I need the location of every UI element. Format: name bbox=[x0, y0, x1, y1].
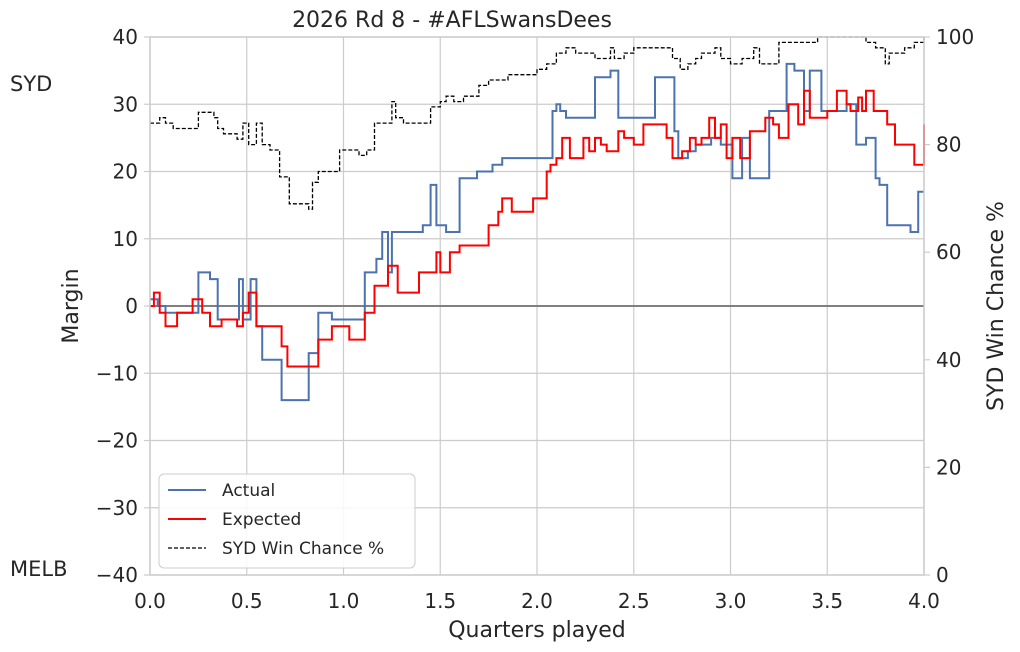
legend: Actual Expected SYD Win Chance % bbox=[158, 473, 416, 569]
x-tick-labels: 0.0 0.5 1.0 1.5 2.0 2.5 3.0 3.5 4.0 bbox=[134, 589, 940, 613]
right-y-tick-label: 100 bbox=[936, 25, 974, 49]
y-tick-label: 0 bbox=[125, 294, 138, 318]
x-tick-label: 0.0 bbox=[134, 589, 166, 613]
right-y-tick-label: 60 bbox=[936, 240, 961, 264]
right-y-axis-label: SYD Win Chance % bbox=[984, 201, 1009, 411]
y-tick-label: −20 bbox=[96, 429, 138, 453]
series-line-syd-win-chance bbox=[150, 36, 925, 210]
series-layer bbox=[150, 36, 925, 402]
right-y-tick-label: 20 bbox=[936, 455, 961, 479]
right-y-tick-label: 40 bbox=[936, 348, 961, 372]
legend-label-expected: Expected bbox=[222, 510, 301, 530]
chart-title: 2026 Rd 8 - #AFLSwansDees bbox=[292, 8, 612, 33]
y-tick-label: 20 bbox=[113, 160, 138, 184]
x-tick-label: 1.5 bbox=[424, 589, 456, 613]
y-tick-label: −40 bbox=[96, 563, 138, 587]
y-tick-label: 40 bbox=[113, 25, 138, 49]
plot-frame bbox=[149, 36, 925, 576]
bottom-team-label: MELB bbox=[10, 557, 68, 581]
y-tick-labels: −40 −30 −20 −10 0 10 20 30 40 bbox=[96, 25, 138, 587]
series-line-expected bbox=[150, 89, 925, 368]
y-tick-label: 10 bbox=[113, 227, 138, 251]
x-tick-label: 2.5 bbox=[618, 589, 650, 613]
y-axis-label: Margin bbox=[59, 268, 84, 343]
x-tick-label: 3.0 bbox=[715, 589, 747, 613]
y-tick-label: −30 bbox=[96, 496, 138, 520]
x-tick-label: 3.5 bbox=[811, 589, 843, 613]
right-y-tick-label: 80 bbox=[936, 133, 961, 157]
y-tick-label: −10 bbox=[96, 361, 138, 385]
legend-label-actual: Actual bbox=[222, 481, 275, 501]
y-tick-label: 30 bbox=[113, 92, 138, 116]
x-axis-label: Quarters played bbox=[448, 618, 626, 643]
right-y-tick-label: 0 bbox=[936, 563, 949, 587]
x-tick-label: 4.0 bbox=[908, 589, 940, 613]
x-tick-label: 2.0 bbox=[521, 589, 553, 613]
x-tick-label: 0.5 bbox=[231, 589, 263, 613]
x-tick-label: 1.0 bbox=[328, 589, 360, 613]
right-y-tick-labels: 0 20 40 60 80 100 bbox=[936, 25, 974, 587]
top-team-label: SYD bbox=[10, 72, 52, 96]
legend-label-win-chance: SYD Win Chance % bbox=[222, 539, 384, 559]
